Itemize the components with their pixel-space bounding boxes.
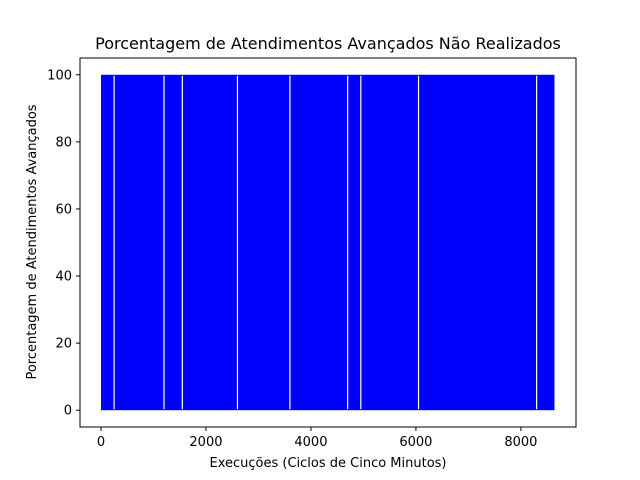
series-gap xyxy=(181,75,183,410)
x-tick-label: 6000 xyxy=(399,435,432,450)
series-gap xyxy=(536,75,538,410)
x-tick-label: 0 xyxy=(97,435,105,450)
y-axis-label: Porcentagem de Atendimentos Avançados xyxy=(25,104,40,379)
y-tick-label: 100 xyxy=(47,68,72,83)
series-gap xyxy=(360,75,362,410)
chart-title: Porcentagem de Atendimentos Avançados Nã… xyxy=(95,34,561,53)
x-tick-label: 2000 xyxy=(189,435,222,450)
x-tick-label: 4000 xyxy=(294,435,327,450)
x-axis-label: Execuções (Ciclos de Cinco Minutos) xyxy=(209,456,446,471)
series-band xyxy=(100,74,555,411)
series-gap xyxy=(289,75,291,410)
y-tick-label: 20 xyxy=(55,337,72,352)
y-tick-label: 0 xyxy=(64,404,72,419)
y-tick-label: 60 xyxy=(55,202,72,217)
series-gap xyxy=(347,75,349,410)
series-line xyxy=(100,74,555,411)
x-axis-ticks: 0 2000 4000 6000 8000 xyxy=(97,427,537,450)
axes-frame xyxy=(79,57,577,428)
series-gap xyxy=(163,75,165,410)
y-tick-label: 40 xyxy=(55,270,72,285)
y-tick-label: 80 xyxy=(55,135,72,150)
x-tick-label: 8000 xyxy=(504,435,537,450)
series-gap xyxy=(113,75,115,410)
y-axis-ticks: 0 20 40 60 80 100 xyxy=(47,68,80,419)
series-gap xyxy=(417,75,420,410)
series-gap xyxy=(236,75,239,410)
plot-area xyxy=(100,74,555,411)
